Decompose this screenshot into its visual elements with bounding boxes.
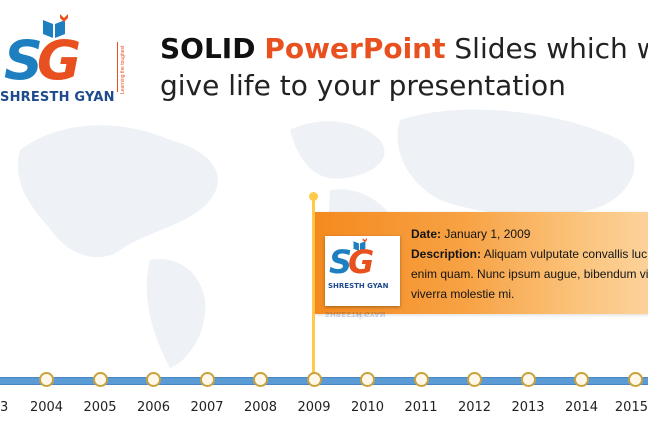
timeline-year-2007[interactable]: 2007 <box>190 400 224 415</box>
timeline-node-2008[interactable] <box>253 372 268 387</box>
shresth-gyan-logo: SG Learning the toughest SHRESTH GYAN <box>0 14 130 106</box>
timeline-year-3[interactable]: 3 <box>0 400 9 415</box>
slide-title-line-2: give life to your presentation <box>160 69 566 102</box>
logo-monogram-g: G <box>36 29 81 92</box>
timeline-year-2012[interactable]: 2012 <box>457 400 492 415</box>
timeline-node-2015[interactable] <box>627 372 643 387</box>
timeline-year-2009[interactable]: 2009 <box>297 400 331 415</box>
logo-brand-name: SHRESTH GYAN <box>0 90 115 105</box>
date-label: Date: <box>411 227 442 241</box>
timeline-node-2010[interactable] <box>360 372 375 387</box>
logo-tagline: Learning the toughest <box>120 45 126 94</box>
title-bold-word: SOLID <box>160 32 256 65</box>
callout-pin-dot <box>309 192 318 201</box>
timeline-year-2013[interactable]: 2013 <box>511 400 545 415</box>
timeline-node-2007[interactable] <box>199 372 215 387</box>
timeline-node-2011[interactable] <box>413 372 429 387</box>
timeline-node-2005[interactable] <box>92 372 108 387</box>
timeline-node-2009[interactable] <box>306 372 322 387</box>
timeline-year-2010[interactable]: 2010 <box>350 400 385 415</box>
timeline-year-2014[interactable]: 2014 <box>564 400 599 415</box>
thumb-brand-name: SHRESTH GYAN <box>328 282 389 290</box>
thumb-monogram-g: G <box>348 243 374 281</box>
timeline-node-2006[interactable] <box>146 372 161 387</box>
callout-description-row: Description: Aliquam vulputate convallis… <box>411 244 648 264</box>
timeline-year-2005[interactable]: 2005 <box>83 400 117 415</box>
book-icon <box>353 238 367 251</box>
description-line-1: Aliquam vulputate convallis luc <box>483 247 648 261</box>
callout-date-row: Date: January 1, 2009 <box>411 224 648 244</box>
timeline-node-2004[interactable] <box>39 372 54 387</box>
timeline-year-2008[interactable]: 2008 <box>243 400 278 415</box>
timeline-year-2015[interactable]: 2015 <box>614 400 648 415</box>
thumb-reflection: SHRESTH GYAN <box>325 310 386 318</box>
date-value: January 1, 2009 <box>444 227 531 241</box>
callout-text: Date: January 1, 2009 Description: Aliqu… <box>411 224 648 304</box>
title-accent-word: PowerPoint <box>264 32 446 65</box>
description-line-3: viverra molestie mi. <box>411 287 515 301</box>
thumb-monogram-s: S <box>329 243 352 281</box>
title-line1-rest: Slides which will <box>454 32 648 65</box>
timeline-year-2004[interactable]: 2004 <box>29 400 64 415</box>
slide-title: SOLID PowerPoint Slides which will give … <box>160 30 648 104</box>
timeline-node-2014[interactable] <box>574 372 589 387</box>
callout-logo-thumbnail: SG SHRESTH GYAN <box>325 236 400 306</box>
logo-monogram-s: S <box>4 29 43 92</box>
thumb-monogram: SG <box>329 243 374 281</box>
callout-pin-line <box>312 198 315 374</box>
description-line-2: enim quam. Nunc ipsum augue, bibendum vi… <box>411 267 648 281</box>
timeline-node-2013[interactable] <box>520 372 536 387</box>
event-callout: SG SHRESTH GYAN SHRESTH GYAN Date: Janua… <box>315 212 648 318</box>
book-icon <box>43 14 68 38</box>
timeline-year-2006[interactable]: 2006 <box>136 400 171 415</box>
logo-monogram: SG <box>4 34 81 88</box>
description-label: Description: <box>411 247 482 261</box>
slide-title-line-1: SOLID PowerPoint Slides which will <box>160 30 648 67</box>
timeline-track <box>0 377 648 385</box>
timeline-node-2012[interactable] <box>467 372 482 387</box>
logo-divider <box>117 42 118 92</box>
timeline-year-2011[interactable]: 2011 <box>404 400 438 415</box>
